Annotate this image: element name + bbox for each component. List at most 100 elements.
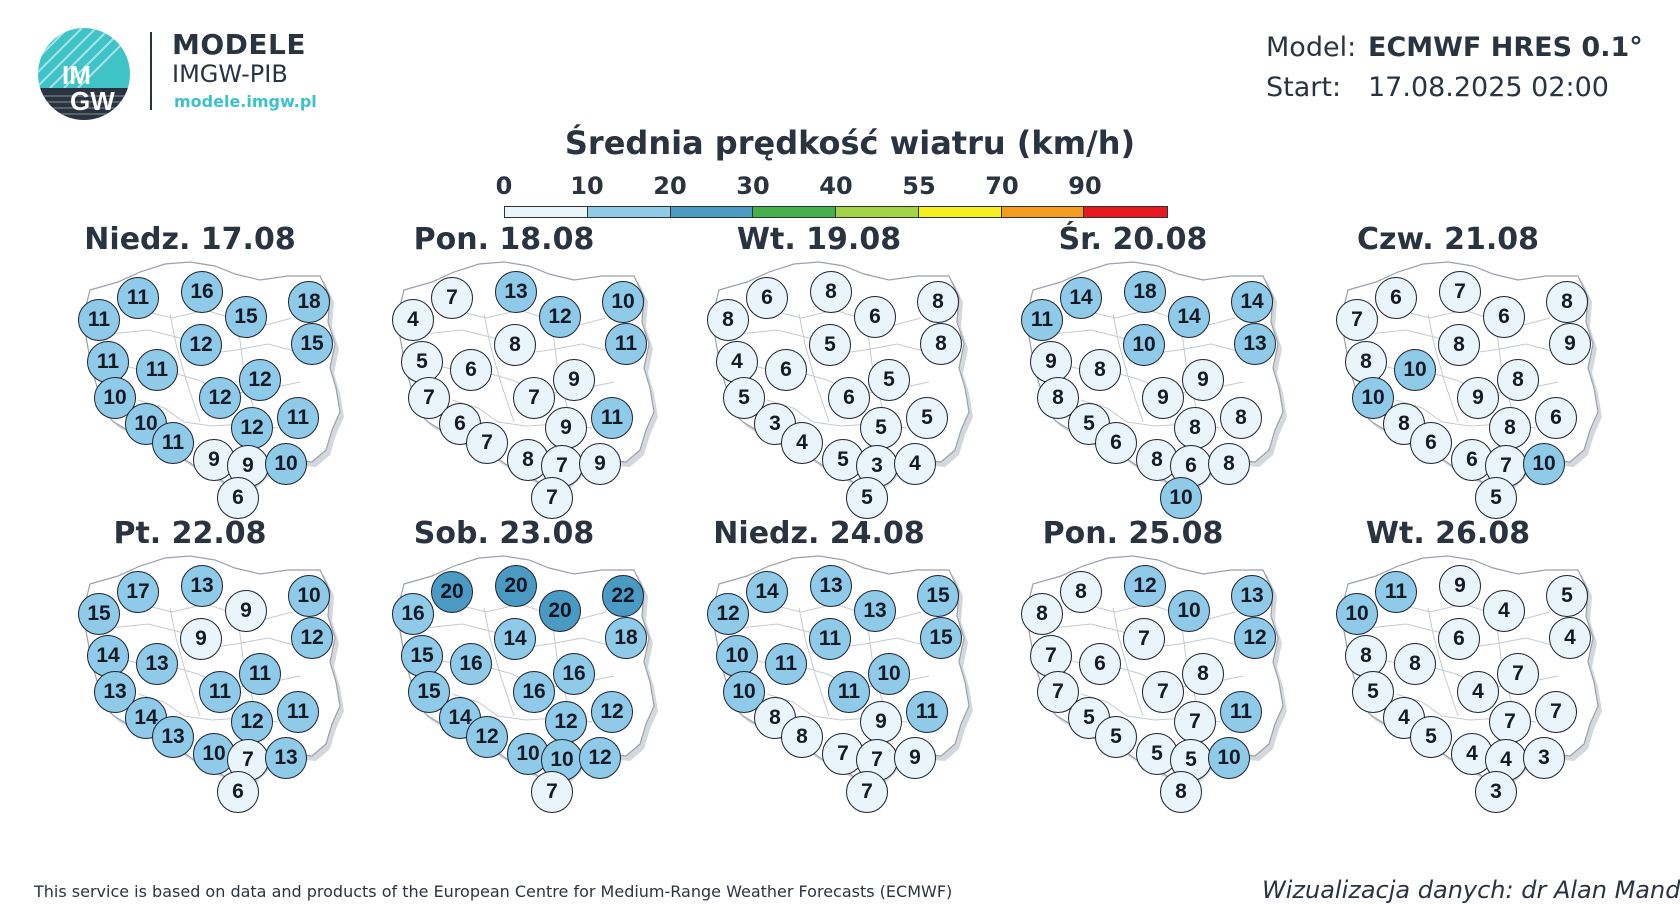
model-info: Model: ECMWF HRES 0.1° Start: 17.08.2025 0… (1266, 32, 1643, 112)
wind-speed-marker: 5 (846, 477, 888, 519)
region-border (1427, 313, 1459, 423)
wind-speed-marker: 8 (1438, 324, 1480, 366)
wind-speed-marker: 10 (716, 635, 758, 677)
wind-speed-marker: 14 (87, 635, 129, 677)
legend-segment (587, 207, 671, 217)
wind-speed-marker: 14 (1168, 296, 1210, 338)
wind-speed-marker: 8 (1160, 771, 1202, 813)
wind-speed-marker: 13 (854, 590, 896, 632)
wind-speed-marker: 6 (217, 477, 259, 519)
start-row: Start: 17.08.2025 02:00 (1266, 72, 1643, 112)
region-border (768, 603, 922, 621)
wind-speed-marker: 8 (1182, 653, 1224, 695)
panel-date-title: Wt. 19.08 (736, 222, 902, 257)
wind-speed-marker: 15 (291, 323, 333, 365)
wind-speed-marker: 7 (1489, 701, 1531, 743)
wind-speed-marker: 9 (1142, 377, 1184, 419)
wind-speed-marker: 8 (1345, 635, 1387, 677)
wind-speed-marker: 5 (1095, 716, 1137, 758)
wind-speed-marker: 8 (494, 324, 536, 366)
imgw-logo: IM GW (38, 28, 130, 120)
wind-speed-marker: 7 (1030, 635, 1072, 677)
wind-speed-marker: 5 (1136, 733, 1178, 775)
footer-credit: Wizualizacja danych: dr Alan Mandal (1262, 876, 1680, 904)
region-border (453, 309, 607, 327)
legend-segment (918, 207, 1002, 217)
brand-url[interactable]: modele.imgw.pl (174, 92, 317, 111)
wind-speed-marker: 5 (401, 341, 443, 383)
forecast-panel: Wt. 19.08 6 8 8 6 8 8 4 6 5 5 5 6 3 5 5 4 5 3 4 5 (659, 222, 979, 527)
wind-speed-marker: 7 (1439, 271, 1481, 313)
map-title: Średnia prędkość wiatru (km/h) (564, 124, 1136, 162)
panel-date-title: Śr. 20.08 (1058, 222, 1208, 257)
wind-speed-marker: 18 (605, 617, 647, 659)
wind-speed-marker: 6 (1095, 422, 1137, 464)
wind-speed-marker: 12 (591, 691, 633, 733)
wind-speed-marker: 10 (1160, 477, 1202, 519)
wind-speed-marker: 8 (917, 281, 959, 323)
wind-speed-marker: 16 (181, 271, 223, 313)
region-border (798, 313, 830, 423)
wind-speed-marker: 6 (1410, 422, 1452, 464)
wind-speed-marker: 6 (1438, 618, 1480, 660)
footer-attribution: This service is based on data and produc… (34, 882, 953, 901)
wind-speed-marker: 7 (1174, 701, 1216, 743)
panel-date-title: Wt. 26.08 (1365, 516, 1531, 551)
legend-segment (836, 207, 919, 217)
wind-speed-marker: 11 (906, 691, 948, 733)
wind-speed-marker: 9 (860, 701, 902, 743)
legend-segment (670, 207, 754, 217)
wind-speed-marker: 18 (288, 281, 330, 323)
region-border (1082, 603, 1236, 621)
wind-speed-marker: 7 (531, 771, 573, 813)
wind-speed-marker: 13 (1234, 323, 1276, 365)
wind-speed-marker: 3 (1523, 737, 1565, 779)
panel-date-title: Pt. 22.08 (113, 516, 267, 551)
wind-speed-marker: 11 (765, 643, 807, 685)
wind-speed-marker: 13 (495, 271, 537, 313)
logo-text-top: IM (62, 60, 91, 90)
wind-speed-marker: 6 (450, 349, 492, 391)
wind-speed-marker: 6 (1375, 277, 1417, 319)
wind-speed-marker: 17 (117, 571, 159, 613)
wind-speed-marker: 8 (1174, 407, 1216, 449)
panel-date-title: Pon. 25.08 (1042, 516, 1224, 551)
wind-speed-marker: 5 (1546, 575, 1588, 617)
wind-speed-marker: 8 (920, 323, 962, 365)
wind-speed-marker: 11 (277, 397, 319, 439)
legend-tick: 90 (1068, 172, 1102, 200)
model-value: ECMWF HRES 0.1° (1368, 32, 1643, 63)
forecast-panel: Niedz. 17.08 11 16 11 15 18 15 11 11 12 12 10 12 10 12… (30, 222, 350, 527)
legend-tick: 55 (902, 172, 936, 200)
forecast-panel: Wt. 26.08 11 9 10 4 5 4 8 8 6 7 5 4 4 7 7 5 4 4 3 3 (1288, 516, 1608, 821)
region-border (453, 603, 607, 621)
wind-speed-marker: 11 (78, 299, 120, 341)
wind-speed-marker: 5 (809, 324, 851, 366)
wind-speed-marker: 9 (1030, 341, 1072, 383)
forecast-panel: Czw. 21.08 6 7 7 6 8 9 8 10 8 8 10 9 8 8 6 6 6 7 10 5 (1288, 222, 1608, 527)
wind-speed-marker: 15 (920, 617, 962, 659)
wind-speed-marker: 7 (531, 477, 573, 519)
poland-map (712, 261, 973, 495)
wind-speed-marker: 6 (1535, 397, 1577, 439)
wind-speed-marker: 11 (1021, 299, 1063, 341)
wind-speed-marker: 7 (846, 771, 888, 813)
wind-speed-marker: 8 (810, 271, 852, 313)
wind-speed-marker: 9 (1549, 323, 1591, 365)
wind-speed-marker: 12 (1124, 565, 1166, 607)
poland-map (83, 555, 344, 789)
wind-speed-marker: 11 (199, 671, 241, 713)
poland-map (1026, 555, 1287, 789)
wind-speed-marker: 7 (466, 422, 508, 464)
wind-speed-marker: 3 (1475, 771, 1517, 813)
wind-speed-marker: 10 (1208, 737, 1250, 779)
region-border (1112, 607, 1144, 717)
wind-speed-marker: 13 (810, 565, 852, 607)
wind-speed-marker: 11 (828, 671, 870, 713)
region-border (1082, 309, 1236, 327)
wind-speed-marker: 13 (152, 716, 194, 758)
poland-map (397, 555, 658, 789)
wind-speed-marker: 12 (466, 716, 508, 758)
wind-speed-marker: 9 (553, 359, 595, 401)
wind-speed-marker: 9 (579, 443, 621, 485)
